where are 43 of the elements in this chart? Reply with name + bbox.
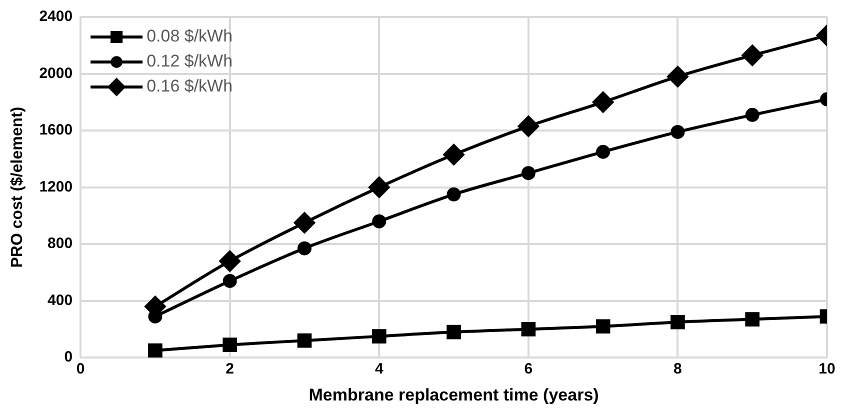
point	[372, 329, 386, 344]
point	[596, 144, 610, 159]
point	[596, 319, 610, 334]
point	[667, 66, 688, 88]
legend-label: 0.12 $/kWh	[146, 52, 233, 71]
point	[443, 144, 464, 166]
point	[222, 274, 237, 288]
y-tick-label: 800	[48, 235, 73, 252]
point	[294, 212, 315, 234]
x-tick-label: 10	[818, 360, 836, 378]
point	[592, 92, 614, 113]
point	[518, 116, 539, 137]
y-tick-label: 400	[48, 292, 73, 309]
point	[446, 187, 461, 202]
point	[148, 343, 162, 358]
point	[298, 241, 312, 256]
y-tick-label: 1600	[39, 122, 73, 139]
y-tick-label: 2400	[39, 8, 73, 26]
point	[222, 338, 238, 352]
point	[521, 166, 536, 180]
x-tick-label: 4	[374, 360, 384, 378]
x-tick-label: 8	[674, 360, 682, 378]
point	[446, 324, 461, 340]
point	[219, 250, 240, 272]
y-axis-title: PRO cost ($/element)	[9, 106, 26, 268]
y-tick-label: 2000	[39, 64, 73, 82]
point	[742, 44, 763, 66]
point	[521, 322, 536, 336]
point	[745, 108, 760, 122]
x-tick-label: 6	[524, 360, 533, 378]
point	[670, 124, 685, 139]
y-tick-label: 1200	[39, 178, 73, 196]
point	[670, 314, 685, 330]
point	[297, 333, 312, 348]
x-tick-label: 0	[76, 360, 85, 378]
x-axis-title: Membrane replacement time (years)	[308, 385, 599, 404]
legend-label: 0.08 $/kWh	[146, 26, 233, 46]
y-tick-label: 0	[64, 348, 73, 366]
point	[368, 176, 390, 198]
legend-label: 0.16 $/kWh	[146, 76, 233, 96]
x-tick-label: 2	[226, 360, 234, 378]
point	[745, 312, 760, 326]
point	[372, 214, 386, 228]
